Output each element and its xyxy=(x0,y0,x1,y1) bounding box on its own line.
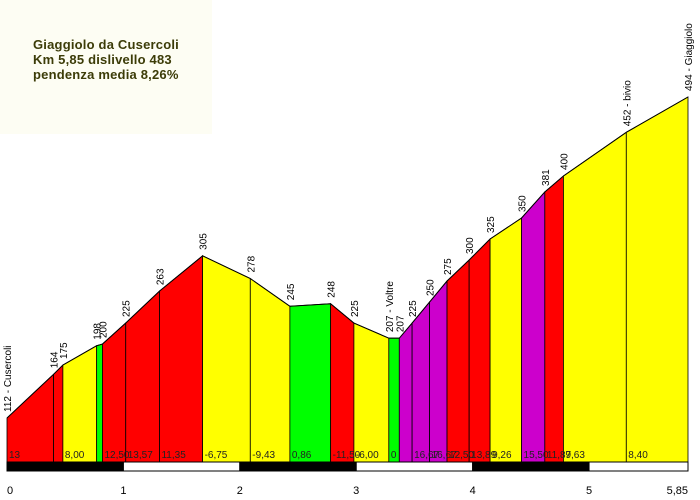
elevation-label: 225 xyxy=(408,300,419,317)
km-scale-segment xyxy=(239,461,357,472)
profile-segment xyxy=(53,364,64,463)
elevation-label: 207 - Voltre xyxy=(385,281,396,333)
km-scale-segment xyxy=(122,461,241,472)
elevation-label: 452 - bivio xyxy=(622,80,633,127)
elevation-label: 248 xyxy=(327,281,338,298)
gradient-label: -11,50 xyxy=(333,450,361,461)
elevation-label: 278 xyxy=(246,255,257,272)
profile-segment xyxy=(249,277,291,463)
km-tick-label: 0 xyxy=(7,485,13,497)
profile-segment xyxy=(544,175,564,463)
km-scale-segment xyxy=(472,461,590,472)
gradient-label: 0,86 xyxy=(292,450,312,461)
gradient-label: 9,26 xyxy=(492,450,512,461)
gradient-label: 13,89 xyxy=(471,450,496,461)
gradient-label: 0 xyxy=(391,450,397,461)
km-tick-label: 5,85 xyxy=(667,485,688,497)
gradient-label: 11,35 xyxy=(161,450,186,461)
profile-segment xyxy=(330,302,355,463)
profile-segment xyxy=(625,96,689,463)
profile-segment xyxy=(429,279,448,463)
profile-segments xyxy=(6,96,689,463)
elevation-label: 305 xyxy=(199,233,210,250)
km-scale-segment xyxy=(6,461,124,472)
profile-segment xyxy=(62,345,98,463)
profile-segment xyxy=(411,300,430,463)
elevation-label: 207 xyxy=(395,315,406,332)
gradient-label: 16,67 xyxy=(432,450,457,461)
chart-title: Giaggiolo da Cusercoli xyxy=(33,37,179,52)
profile-segment xyxy=(353,322,390,463)
distance-climb-text: Km 5,85 dislivello 483 xyxy=(33,52,172,67)
km-tick-label: 4 xyxy=(470,485,476,497)
elevation-label: 200 xyxy=(98,321,109,338)
km-tick-label: 5 xyxy=(586,485,592,497)
profile-segment xyxy=(102,322,127,463)
gradient-label: 13,57 xyxy=(128,450,153,461)
gradient-label: 15,50 xyxy=(524,450,549,461)
gradient-label: 11,87 xyxy=(547,450,572,461)
gradient-label: 12,50 xyxy=(449,450,474,461)
km-scale-segment xyxy=(355,461,474,472)
km-tick-label: 3 xyxy=(353,485,359,497)
profile-segment xyxy=(521,190,546,463)
elevation-label: 400 xyxy=(559,153,570,170)
elevation-label: 112 - Cusercoli xyxy=(3,345,14,412)
profile-segment xyxy=(398,321,413,463)
gradient-label: 8,00 xyxy=(65,450,85,461)
elevation-label: 225 xyxy=(122,300,133,317)
elevation-label: 263 xyxy=(155,268,166,285)
gradient-label: 13 xyxy=(9,450,21,461)
average-gradient-text: pendenza media 8,26% xyxy=(33,67,179,82)
km-tick-label: 1 xyxy=(120,485,126,497)
profile-segment xyxy=(96,343,103,463)
profile-segment xyxy=(159,254,203,463)
gradient-label: 9,63 xyxy=(565,450,585,461)
info-box: Giaggiolo da Cusercoli Km 5,85 dislivell… xyxy=(0,0,212,134)
elevation-label: 250 xyxy=(426,279,437,296)
elevation-label: 381 xyxy=(541,169,552,186)
km-tick-label: 2 xyxy=(237,485,243,497)
elevation-label: 494 - Giaggiolo xyxy=(684,23,695,91)
gradient-label: 8,40 xyxy=(628,450,648,461)
elevation-label: 275 xyxy=(443,258,454,275)
elevation-label: 175 xyxy=(59,342,70,359)
gradient-label: 12,50 xyxy=(104,450,129,461)
gradient-label: 16,67 xyxy=(414,450,439,461)
profile-segment xyxy=(202,255,251,463)
km-scale-segment xyxy=(588,461,689,472)
elevation-label: 300 xyxy=(465,237,476,254)
profile-outline-line xyxy=(6,96,689,419)
gradient-label: -6,75 xyxy=(205,450,228,461)
km-tick-labels: 0 1 2 3 4 5 5,85 xyxy=(7,485,688,497)
elevation-label: 245 xyxy=(286,283,297,300)
profile-segment xyxy=(468,238,491,463)
profile-segment xyxy=(489,217,522,463)
km-scale-bar xyxy=(6,461,689,472)
elevation-label: 325 xyxy=(486,216,497,233)
elevation-label: 350 xyxy=(518,195,529,212)
elevation-label: 164 xyxy=(50,351,61,368)
profile-segment xyxy=(563,131,627,463)
elevation-label: 198 xyxy=(93,323,104,340)
profile-segment xyxy=(388,337,400,463)
gradient-label: -6,00 xyxy=(356,450,379,461)
profile-segment xyxy=(289,303,332,463)
profile-segment xyxy=(446,259,470,463)
elevation-label: 225 xyxy=(350,300,361,317)
gradient-label: -9,43 xyxy=(252,450,275,461)
